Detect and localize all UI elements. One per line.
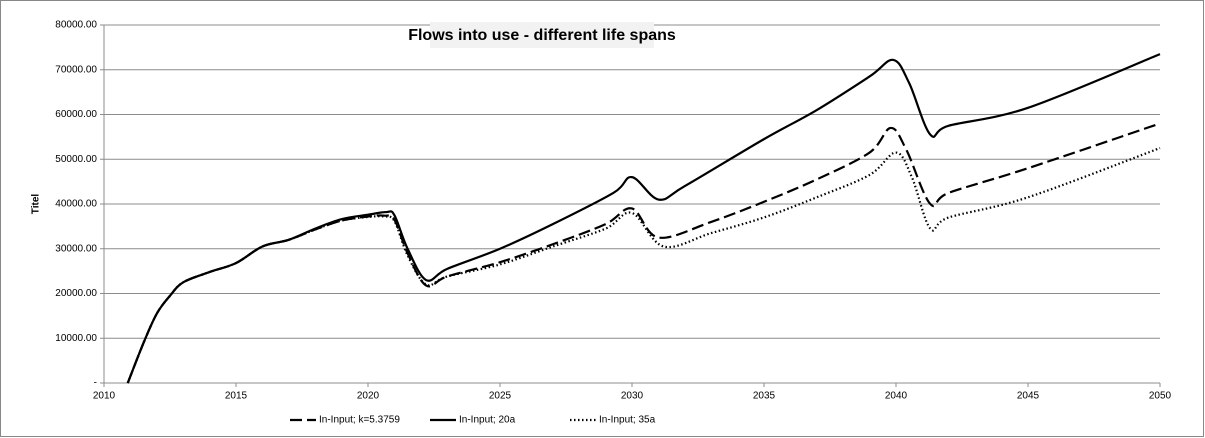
x-tick-label: 2050 (1149, 391, 1172, 402)
y-tick-label: - (94, 378, 97, 389)
legend: In-Input; k=5.3759 In-Input; 20a In-Input;… (290, 415, 656, 426)
y-tick-label: 20000.00 (55, 288, 97, 299)
x-tick-label: 2030 (621, 391, 644, 402)
legend-label: In-Input; 35a (599, 415, 656, 426)
series-line (126, 147, 1161, 384)
y-tick-label: 30000.00 (55, 243, 97, 254)
y-tick-label: 80000.00 (55, 20, 97, 31)
title-box (430, 22, 654, 48)
x-tick-label: 2015 (225, 391, 248, 402)
grid: - 10000.00 20000.00 30000.00 40000.00 50000.0… (55, 20, 1171, 402)
y-tick-label: 10000.00 (55, 333, 97, 344)
x-tick-label: 2025 (489, 391, 512, 402)
x-tick-label: 2035 (753, 391, 776, 402)
y-tick-label: 40000.00 (55, 199, 97, 210)
x-tick-label: 2020 (357, 391, 380, 402)
x-tick-label: 2045 (1017, 391, 1040, 402)
chart-title: Flows into use - different life spans (408, 27, 676, 44)
y-tick-label: 50000.00 (55, 154, 97, 165)
legend-label: In-Input; 20a (459, 415, 516, 426)
x-tick-label: 2010 (93, 391, 116, 402)
y-tick-label: 60000.00 (55, 109, 97, 120)
legend-label: In-Input; k=5.3759 (319, 415, 400, 426)
y-tick-label: 70000.00 (55, 64, 97, 75)
x-tick-label: 2040 (885, 391, 908, 402)
lines (126, 53, 1161, 384)
y-axis-label: Titel (31, 194, 42, 215)
